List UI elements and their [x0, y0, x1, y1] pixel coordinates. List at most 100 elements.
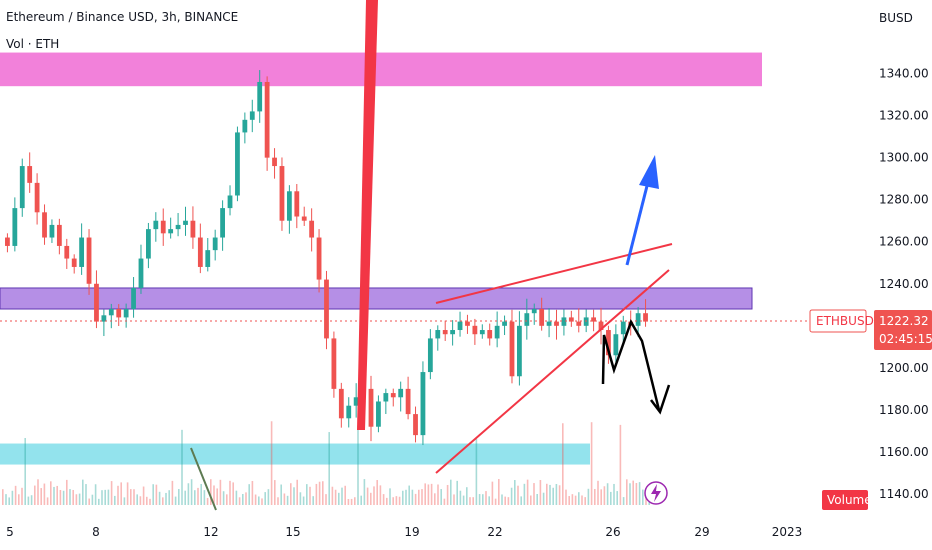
candle [146, 229, 151, 259]
volume-bar [152, 484, 154, 505]
volume-bar [299, 492, 302, 505]
volume-bar [606, 483, 609, 505]
last-price-value: 1222.32 [879, 314, 929, 328]
volume-bar [56, 485, 58, 505]
trendline-lower[interactable] [435, 269, 670, 474]
volume-badge[interactable] [822, 490, 868, 510]
volume-bar [14, 485, 17, 505]
volume-bar [565, 489, 567, 505]
volume-bar [386, 497, 388, 505]
candle [554, 321, 559, 326]
volume-bar [18, 494, 20, 505]
volume-bar [437, 484, 439, 505]
volume-bar [626, 479, 628, 505]
candle [539, 309, 545, 326]
candle [561, 317, 567, 326]
candle [153, 220, 159, 230]
volume-bar [168, 490, 170, 505]
volume-bar [376, 480, 378, 505]
volume-bar [571, 494, 574, 505]
y-tick-label: 1260.00 [879, 235, 929, 249]
volume-bar [104, 489, 106, 505]
candle [190, 220, 196, 238]
candle [86, 237, 92, 284]
volume-bar [171, 480, 174, 505]
x-tick-label: 22 [487, 525, 502, 539]
candle [324, 279, 329, 339]
volume-bar [354, 497, 356, 505]
volume-bar [43, 483, 46, 505]
volume-bar [315, 483, 318, 505]
volume-bar [69, 489, 71, 505]
candle [212, 237, 218, 251]
up-arrow-icon[interactable] [639, 155, 659, 189]
volume-bar [338, 492, 340, 505]
volume-bar [421, 489, 423, 505]
volume-bar [62, 490, 65, 505]
volume-bar [203, 490, 206, 505]
candle [286, 191, 292, 221]
volume-bar [37, 479, 39, 505]
volume-bar [187, 483, 190, 505]
volume-bar [645, 497, 647, 505]
y-tick-label: 1320.00 [879, 109, 929, 123]
candle [301, 216, 307, 221]
volume-bar [88, 498, 90, 505]
candle [42, 212, 47, 238]
symbol-tag[interactable] [809, 309, 867, 333]
diagonal-line-drawing[interactable] [190, 447, 217, 511]
candle [546, 321, 552, 326]
volume-bar [568, 496, 570, 505]
candle [531, 309, 537, 314]
volume-bar [469, 497, 471, 505]
volume-bar [430, 483, 433, 505]
volume-bar [382, 494, 385, 505]
candle [249, 111, 255, 120]
x-tick-label: 12 [203, 525, 218, 539]
candle [390, 393, 396, 398]
down-projection-path[interactable] [601, 319, 661, 411]
volume-bar [206, 497, 209, 505]
volume-bar [126, 482, 129, 505]
volume-bar [459, 490, 462, 505]
volume-badge-label: Volume [827, 493, 872, 507]
trendline-upper[interactable] [435, 243, 673, 304]
volume-legend: Vol · ETH [6, 37, 60, 51]
lightning-glyph [651, 484, 661, 502]
candle [220, 208, 225, 238]
candle [183, 220, 188, 225]
volume-bar [450, 479, 452, 505]
volume-bar [5, 494, 7, 505]
candle [620, 321, 626, 335]
candle [79, 237, 85, 267]
volume-bar [546, 483, 548, 505]
candle [420, 372, 426, 436]
volume-bar [136, 494, 138, 505]
volume-bar [510, 487, 513, 505]
volume-bar [94, 484, 97, 505]
volume-bar [366, 487, 369, 505]
volume-bar [107, 489, 110, 505]
candle [353, 397, 359, 406]
volume-bar [66, 479, 68, 505]
volume-bar [290, 483, 292, 505]
volume-bar [619, 424, 622, 505]
volume-bar [533, 483, 535, 505]
volume-bar [181, 429, 183, 505]
x-tick-label: 29 [694, 525, 709, 539]
volume-bar [283, 493, 286, 505]
volume-bar [462, 495, 465, 505]
volume-bar [408, 485, 410, 505]
candle [568, 317, 574, 322]
volume-bar [379, 485, 382, 505]
vertical-line-drawing[interactable] [357, 0, 378, 430]
volume-bar [229, 480, 231, 505]
volume-bar [194, 490, 196, 505]
volume-bar [552, 487, 554, 505]
volume-bar [293, 487, 295, 505]
volume-bar [642, 489, 644, 505]
volume-bar [258, 496, 260, 505]
volume-bar [11, 490, 14, 505]
